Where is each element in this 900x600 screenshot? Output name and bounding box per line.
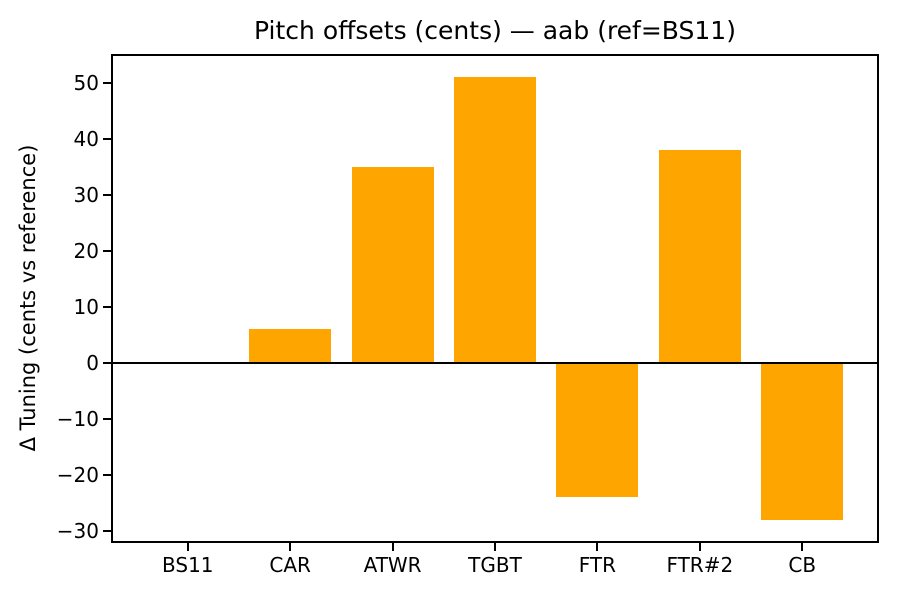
y-tick-label: 20 [73, 238, 99, 263]
x-tick-mark [289, 543, 292, 551]
x-tick-label: FTR [578, 553, 617, 577]
x-tick-mark [186, 543, 189, 551]
plot-area [111, 54, 879, 543]
x-tick-mark [801, 543, 804, 551]
bar-CB [761, 362, 844, 520]
y-tick-mark [103, 474, 111, 477]
y-tick-label: 10 [73, 294, 99, 319]
y-tick-mark [103, 137, 111, 140]
y-tick-mark [103, 305, 111, 308]
x-tick-mark [596, 543, 599, 551]
y-tick-mark [103, 361, 111, 364]
y-tick-mark [103, 530, 111, 533]
y-tick-label: 40 [73, 126, 99, 151]
y-tick-label: 0 [86, 350, 99, 375]
y-tick-label: 50 [73, 70, 99, 95]
x-tick-label: CAR [269, 553, 311, 577]
bar-ATWR [351, 166, 434, 363]
y-tick-label: −20 [56, 463, 99, 488]
y-tick-label: −10 [56, 406, 99, 431]
y-tick-label: −30 [56, 519, 99, 544]
x-tick-label: TGBT [468, 553, 522, 577]
x-tick-label: BS11 [162, 553, 214, 577]
bar-FTR#2 [658, 149, 741, 363]
zero-line [112, 361, 878, 364]
x-tick-mark [698, 543, 701, 551]
y-tick-label: 30 [73, 182, 99, 207]
x-tick-label: ATWR [363, 553, 422, 577]
bar-TGBT [454, 77, 536, 363]
chart-title: Pitch offsets (cents) — aab (ref=BS11) [254, 16, 736, 45]
y-tick-mark [103, 193, 111, 196]
y-tick-mark [103, 417, 111, 420]
y-tick-mark [103, 81, 111, 84]
x-tick-mark [391, 543, 394, 551]
bar-FTR [556, 362, 639, 498]
y-tick-mark [103, 249, 111, 252]
x-tick-label: CB [788, 553, 817, 577]
bar-CAR [249, 329, 332, 363]
x-tick-mark [494, 543, 496, 551]
x-tick-label: FTR#2 [666, 553, 734, 577]
